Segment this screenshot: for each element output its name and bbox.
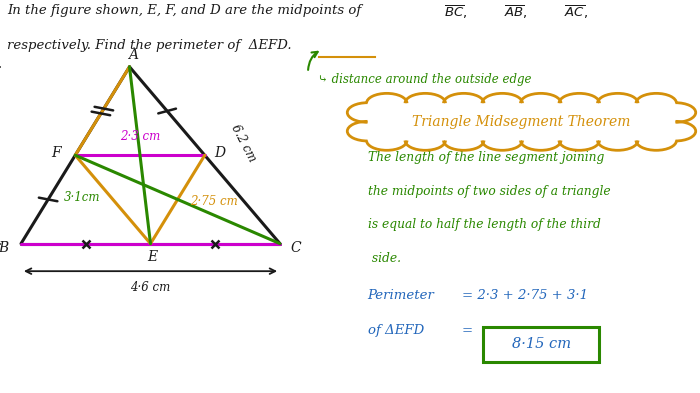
Text: F: F	[51, 146, 60, 160]
Text: A: A	[128, 48, 138, 62]
Text: Perimeter: Perimeter	[368, 289, 435, 302]
Text: The length of the line segment joining: The length of the line segment joining	[368, 151, 604, 164]
Text: the midpoints of two sides of a triangle: the midpoints of two sides of a triangle	[368, 185, 610, 198]
Text: 3·1cm: 3·1cm	[64, 191, 100, 204]
Text: = 2·3 + 2·75 + 3·1: = 2·3 + 2·75 + 3·1	[462, 289, 588, 302]
Text: $\overline{AC},$: $\overline{AC},$	[564, 4, 587, 21]
Text: In the figure shown, E, F, and D are the midpoints of: In the figure shown, E, F, and D are the…	[7, 4, 361, 17]
Text: 2·3 cm: 2·3 cm	[120, 130, 160, 143]
Text: C: C	[290, 241, 301, 255]
Text: ⤷ distance around the outside edge: ⤷ distance around the outside edge	[318, 73, 532, 86]
Text: 4·6 cm: 4·6 cm	[130, 281, 171, 294]
Text: $\overline{BC},$: $\overline{BC},$	[444, 4, 468, 21]
FancyBboxPatch shape	[360, 99, 682, 144]
Text: D: D	[215, 146, 225, 160]
Text: Triangle Midsegment Theorem: Triangle Midsegment Theorem	[412, 115, 631, 129]
Text: E: E	[147, 250, 157, 264]
Text: respectively. Find the perimeter of  ΔEFD.: respectively. Find the perimeter of ΔEFD…	[7, 39, 292, 52]
Text: of ΔEFD: of ΔEFD	[368, 324, 424, 337]
FancyBboxPatch shape	[483, 327, 598, 362]
Text: 2·75 cm: 2·75 cm	[190, 195, 238, 208]
Text: is equal to half the length of the third: is equal to half the length of the third	[368, 218, 601, 231]
Text: side.: side.	[368, 252, 400, 264]
Text: 6.2 cm: 6.2 cm	[228, 123, 258, 164]
Text: 8·15 cm: 8·15 cm	[512, 337, 570, 351]
Text: $\overline{AB},$: $\overline{AB},$	[504, 4, 528, 21]
Text: =: =	[462, 324, 473, 337]
Text: B: B	[0, 241, 8, 255]
